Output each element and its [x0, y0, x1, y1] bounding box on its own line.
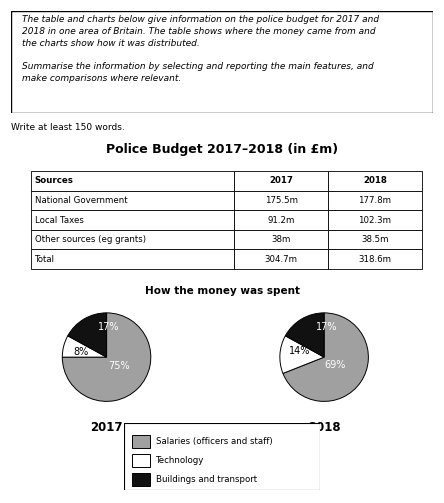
Text: 38.5m: 38.5m	[361, 235, 388, 244]
Text: The table and charts below give information on the police budget for 2017 and
20: The table and charts below give informat…	[22, 15, 379, 83]
Text: 2018: 2018	[363, 177, 387, 185]
Text: 175.5m: 175.5m	[265, 196, 297, 205]
Bar	[234, 210, 328, 230]
Bar	[234, 230, 328, 249]
Text: 91.2m: 91.2m	[267, 216, 295, 224]
Wedge shape	[62, 313, 151, 401]
Wedge shape	[62, 336, 107, 357]
Bar	[31, 249, 234, 269]
Wedge shape	[280, 336, 324, 373]
Text: 2017: 2017	[269, 177, 293, 185]
Bar	[132, 454, 150, 467]
Text: How the money was spent: How the money was spent	[144, 286, 300, 296]
Wedge shape	[283, 313, 369, 401]
Text: 17%: 17%	[316, 322, 337, 332]
Text: 38m: 38m	[271, 235, 291, 244]
Bar	[328, 191, 422, 210]
Text: Total: Total	[35, 255, 55, 264]
Text: Other sources (eg grants): Other sources (eg grants)	[35, 235, 146, 244]
Bar	[328, 249, 422, 269]
Text: Buildings and transport: Buildings and transport	[155, 475, 257, 484]
Text: 69%: 69%	[325, 360, 346, 370]
Wedge shape	[68, 313, 107, 357]
Bar	[234, 171, 328, 191]
Bar	[31, 210, 234, 230]
Bar	[328, 171, 422, 191]
Text: 17%: 17%	[98, 322, 119, 332]
Bar	[234, 249, 328, 269]
Text: 318.6m: 318.6m	[358, 255, 392, 264]
Bar	[31, 230, 234, 249]
Bar	[328, 210, 422, 230]
Text: National Government: National Government	[35, 196, 127, 205]
Text: Local Taxes: Local Taxes	[35, 216, 83, 224]
Text: Write at least 150 words.: Write at least 150 words.	[11, 123, 125, 132]
Bar	[31, 191, 234, 210]
Bar	[132, 436, 150, 448]
Text: 14%: 14%	[289, 346, 310, 356]
Bar	[328, 230, 422, 249]
Text: Salaries (officers and staff): Salaries (officers and staff)	[155, 437, 272, 446]
Text: Technology: Technology	[155, 456, 204, 465]
Text: 2017: 2017	[90, 422, 123, 434]
Bar	[234, 191, 328, 210]
Text: 177.8m: 177.8m	[358, 196, 392, 205]
Bar	[31, 171, 234, 191]
Wedge shape	[285, 313, 324, 357]
Text: 75%: 75%	[108, 361, 130, 371]
Text: 304.7m: 304.7m	[265, 255, 297, 264]
Text: 8%: 8%	[73, 347, 88, 357]
Text: 2018: 2018	[308, 422, 341, 434]
Text: Sources: Sources	[35, 177, 74, 185]
Bar	[132, 473, 150, 486]
Text: 102.3m: 102.3m	[358, 216, 392, 224]
Text: Police Budget 2017–2018 (in £m): Police Budget 2017–2018 (in £m)	[106, 143, 338, 156]
